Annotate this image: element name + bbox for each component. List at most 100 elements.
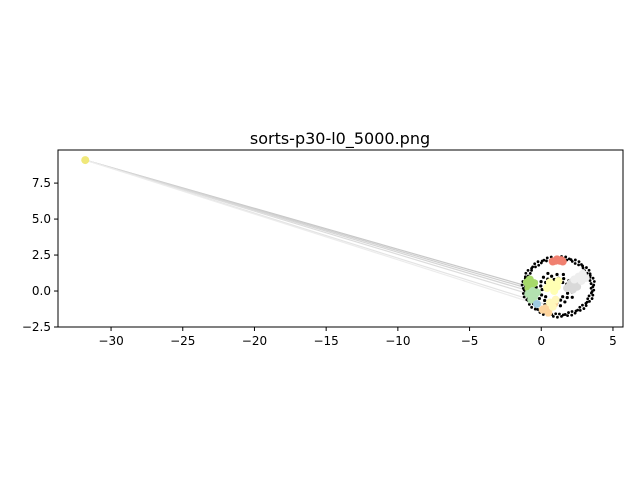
points-layer: [81, 156, 590, 317]
ring-point: [533, 307, 537, 311]
ring-point: [520, 283, 524, 287]
ring-point: [573, 258, 577, 262]
ring-point: [536, 260, 540, 264]
ring-point: [582, 307, 586, 310]
ring-point: [530, 266, 534, 270]
ring-point: [564, 255, 568, 259]
ring-inner-point: [539, 280, 543, 284]
x-tick-label: 5: [609, 334, 617, 348]
ring-point: [581, 303, 584, 307]
ring-point: [576, 308, 580, 312]
data-point-9-0: [532, 299, 541, 308]
x-tick-label: −10: [385, 334, 410, 348]
data-point-6-1: [548, 302, 557, 311]
ring-point: [570, 310, 574, 313]
ring-point: [585, 266, 588, 269]
ring-point: [591, 276, 595, 280]
ring-point: [577, 260, 581, 264]
ring-point: [589, 282, 593, 285]
ring-inner-point: [561, 295, 565, 299]
ring-point: [556, 315, 559, 319]
links-layer: [85, 159, 551, 309]
y-tick-label: 5.0: [32, 212, 51, 226]
ring-point: [524, 271, 528, 275]
ring-point: [578, 305, 582, 309]
ring-inner-point: [541, 275, 546, 279]
chart-title: sorts-p30-l0_5000.png: [250, 129, 430, 149]
ring-point: [533, 262, 537, 266]
ring-point: [592, 280, 596, 283]
x-tick-label: −5: [461, 334, 479, 348]
ring-point: [591, 293, 595, 297]
y-axis: −2.5 0.0 2.5 5.0 7.5: [22, 176, 58, 334]
ring-point: [586, 297, 590, 301]
ring-point: [534, 265, 537, 269]
ring-point: [530, 268, 533, 272]
y-tick-label: 2.5: [32, 248, 51, 262]
ring-point: [539, 261, 543, 265]
ring-point: [578, 308, 582, 312]
ring-point: [588, 272, 592, 276]
plot-area-frame: [57, 149, 624, 328]
ring-point: [554, 312, 558, 316]
ring-inner-point: [565, 291, 570, 295]
link-line-5: [85, 159, 551, 309]
x-tick-label: 0: [537, 334, 545, 348]
ring-point: [588, 299, 591, 303]
ring-point: [522, 295, 526, 299]
ring-inner-point: [570, 295, 574, 299]
ring-point: [587, 294, 591, 298]
link-line-3: [85, 159, 539, 298]
data-point-6-2: [551, 295, 560, 304]
ring-point: [530, 305, 534, 309]
ring-point: [570, 313, 574, 317]
ring-inner-point: [544, 295, 548, 299]
x-tick-label: −20: [242, 334, 267, 348]
ring-point: [587, 268, 591, 272]
ring-inner-point: [558, 298, 563, 302]
ring-point: [567, 257, 571, 261]
x-tick-label: −15: [313, 334, 338, 348]
ring-point: [558, 312, 561, 316]
ring-inner-point: [558, 304, 563, 308]
ring-point: [551, 314, 555, 318]
ring-point: [584, 304, 588, 308]
ring-inner-point: [563, 300, 567, 304]
ring-inner-point: [561, 272, 565, 277]
y-tick-label: −2.5: [22, 320, 51, 334]
ring-inner-point: [555, 272, 559, 277]
data-point-7-4: [573, 282, 582, 291]
ring-point: [566, 314, 569, 318]
x-tick-label: −30: [98, 334, 123, 348]
x-tick-label: −25: [170, 334, 195, 348]
ring-point: [592, 288, 596, 292]
ring-point: [573, 262, 577, 265]
ring-point: [537, 263, 541, 267]
ring-point: [541, 313, 545, 316]
ring-inner-point: [539, 293, 544, 297]
data-point-2-4: [530, 279, 539, 288]
ring-point: [580, 263, 583, 266]
data-point-3-3: [532, 288, 541, 297]
data-point-8-4: [581, 274, 590, 283]
data-point-0-0: [81, 156, 90, 165]
y-tick-label: 0.0: [32, 284, 51, 298]
ring-point: [527, 303, 531, 306]
ring-inner-point: [562, 277, 566, 281]
y-tick-label: 7.5: [32, 176, 51, 190]
ring-inner-point: [543, 298, 547, 303]
ring-point: [528, 271, 532, 275]
ring-inner-point: [539, 284, 543, 288]
ring-point: [589, 286, 593, 290]
ring-inner-point: [546, 271, 550, 276]
ring-point: [545, 259, 548, 263]
ring-point: [545, 256, 549, 260]
ring-inner-point: [537, 296, 542, 301]
ring-inner-point: [550, 274, 554, 278]
x-axis: −30 −25 −20 −15 −10 −5 0 5: [98, 327, 617, 348]
ring-point: [588, 279, 592, 282]
data-point-1-5: [558, 257, 567, 266]
